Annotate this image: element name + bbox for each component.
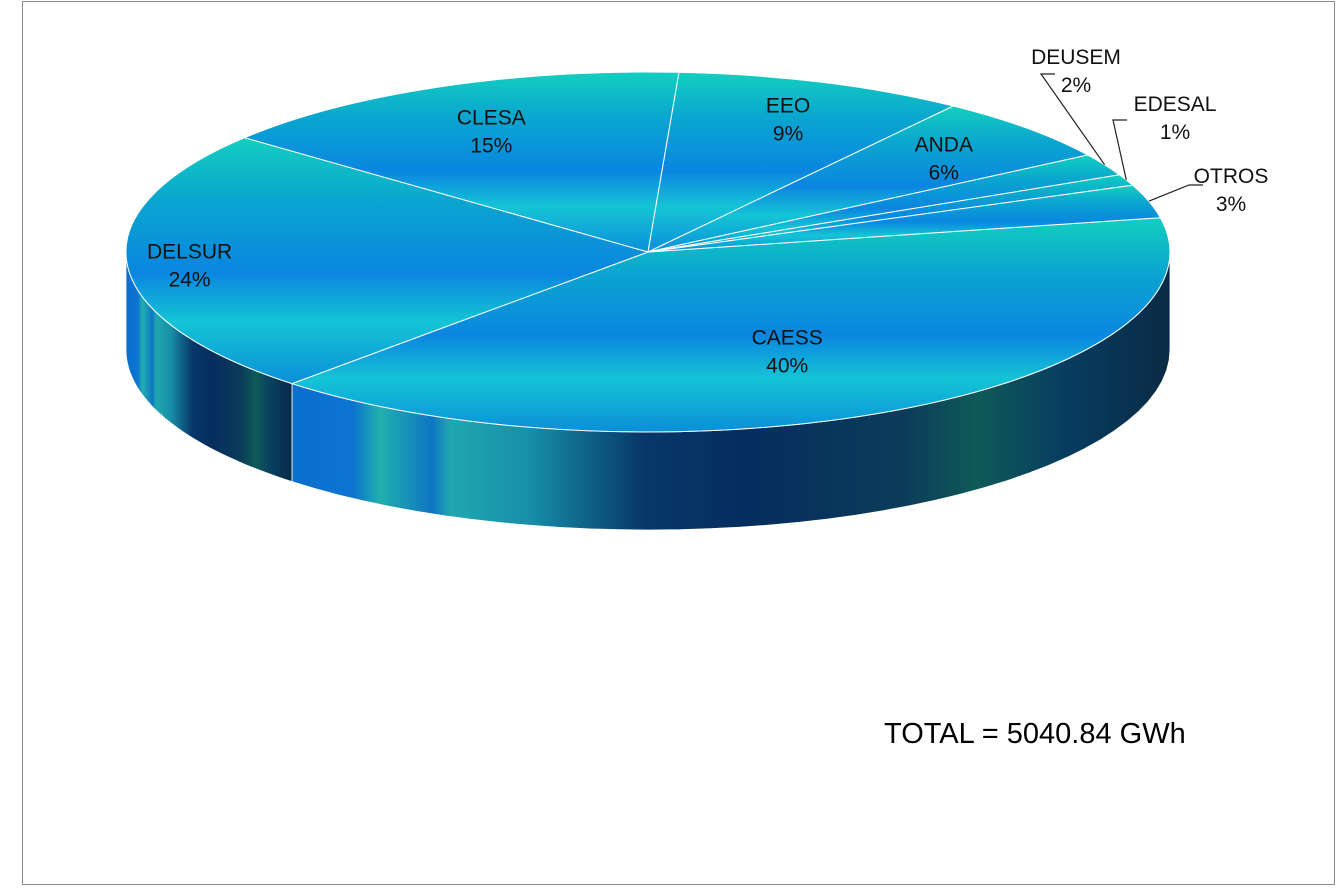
- pct-delsur: 24%: [169, 269, 211, 292]
- leader-lines: [1039, 73, 1203, 202]
- slice-otros: [647, 184, 1162, 253]
- label-clesa: CLESA: [457, 106, 526, 129]
- pct-edesal: 1%: [1160, 121, 1190, 144]
- slice-anda: [647, 105, 1090, 253]
- pct-otros: 3%: [1216, 193, 1246, 216]
- total-label: TOTAL = 5040.84 GWh: [884, 718, 1186, 750]
- leader-otros: [1148, 184, 1203, 202]
- pct-clesa: 15%: [470, 134, 512, 157]
- slice-labels: CAESS 40% DELSUR 24% CLESA 15% EEO 9% ANDA 6% DEUS…: [147, 46, 1268, 378]
- slice-eeo: [647, 71, 955, 253]
- leader-edesal: [1112, 119, 1127, 181]
- slice-delsur: [125, 137, 650, 385]
- slice-caess: [290, 217, 1171, 433]
- pie-chart: CAESS 40% DELSUR 24% CLESA 15% EEO 9% ANDA 6% DEUS…: [125, 46, 1268, 531]
- label-delsur: DELSUR: [147, 241, 232, 264]
- pct-deusem: 2%: [1061, 74, 1091, 97]
- pie-tops: [125, 71, 1171, 433]
- label-otros: OTROS: [1194, 165, 1269, 188]
- label-edesal: EDESAL: [1134, 93, 1217, 116]
- label-caess: CAESS: [752, 327, 823, 350]
- pct-eeo: 9%: [773, 122, 803, 145]
- slice-clesa: [243, 71, 680, 253]
- chart-area: CAESS 40% DELSUR 24% CLESA 15% EEO 9% ANDA 6% DEUS…: [22, 1, 1335, 885]
- pct-caess: 40%: [766, 355, 808, 378]
- label-deusem: DEUSEM: [1031, 46, 1121, 69]
- leader-deusem: [1039, 73, 1106, 166]
- pct-anda: 6%: [929, 162, 959, 185]
- label-eeo: EEO: [766, 94, 810, 117]
- label-anda: ANDA: [915, 134, 973, 157]
